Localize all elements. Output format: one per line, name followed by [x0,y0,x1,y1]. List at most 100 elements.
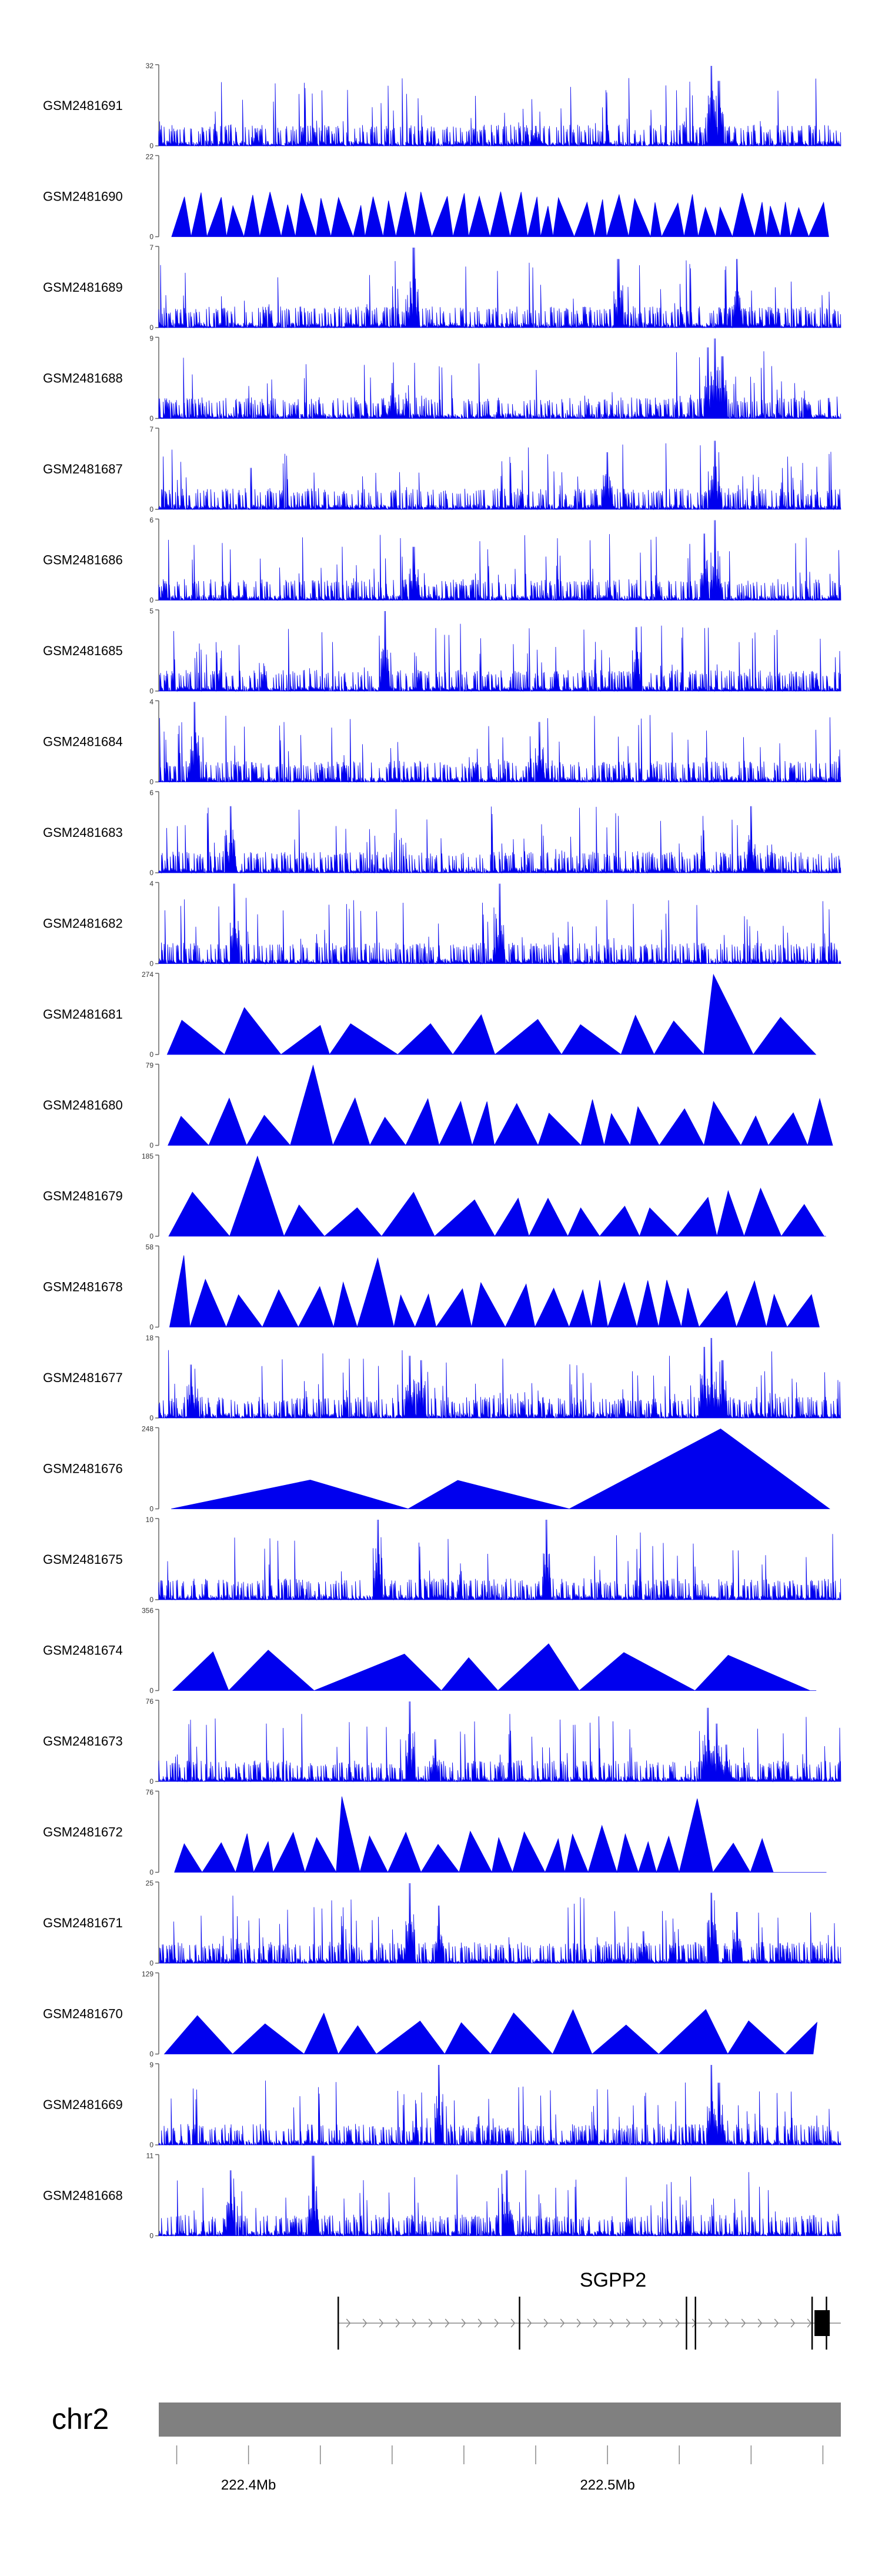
coverage-tracks: GSM2481691320GSM2481690220GSM248168970GS… [43,62,841,2240]
y-min-label: 0 [149,233,153,241]
track-GSM2481674: GSM2481674 356 0 [43,1607,817,1695]
coverage-area [158,702,841,783]
track-GSM2481680: GSM2481680 79 0 [43,1062,833,1150]
y-min-label: 0 [149,596,153,605]
track-label: GSM2481691 [43,98,123,113]
track-label: GSM2481686 [43,553,123,568]
y-min-label: 0 [149,1687,153,1695]
track-label: GSM2481676 [43,1461,123,1476]
y-max-label: 4 [149,698,153,706]
coverage-area [158,806,841,874]
y-max-label: 129 [142,1970,153,1978]
y-min-label: 0 [149,1414,153,1422]
strand-arrow [543,2318,549,2328]
strand-arrow [774,2318,779,2328]
coverage-area [158,441,841,510]
y-max-label: 274 [142,970,153,979]
y-min-label: 0 [149,1868,153,1877]
track-label: GSM2481688 [43,371,123,386]
coverage-area [158,1337,841,1419]
y-min-label: 0 [149,1959,153,1967]
coverage-area [166,973,817,1055]
track-GSM2481668: GSM2481668 11 0 [43,2152,841,2240]
gene-track: SGPP2 [338,2269,841,2350]
y-max-label: 248 [142,1425,153,1433]
track-GSM2481687: GSM2481687 7 0 [43,425,841,513]
strand-arrow [527,2318,532,2328]
strand-arrow [428,2318,433,2328]
coverage-area [158,610,841,692]
coverage-area [158,338,841,420]
track-GSM2481672: GSM2481672 76 0 [43,1788,827,1877]
y-max-label: 58 [146,1243,154,1252]
y-max-label: 4 [149,880,153,888]
y-max-label: 185 [142,1152,153,1160]
y-min-label: 0 [149,1232,153,1240]
track-label: GSM2481675 [43,1552,123,1567]
strand-arrow [445,2318,450,2328]
y-min-label: 0 [149,323,153,332]
strand-arrow [741,2318,746,2328]
strand-arrow [675,2318,680,2328]
strand-arrow [807,2318,812,2328]
y-min-label: 0 [149,960,153,968]
x-tick-label: 222.4Mb [221,2477,276,2493]
strand-arrow [412,2318,417,2328]
track-GSM2481681: GSM2481681 274 0 [43,970,817,1059]
coverage-area [168,1155,826,1237]
y-min-label: 0 [149,1505,153,1513]
strand-arrow [477,2318,483,2328]
coverage-area [163,2009,818,2055]
track-GSM2481676: GSM2481676 248 0 [43,1425,831,1513]
strand-arrow [395,2318,400,2328]
y-max-label: 5 [149,607,153,615]
x-tick-label: 222.5Mb [580,2477,634,2493]
y-min-label: 0 [149,1323,153,1332]
track-GSM2481685: GSM2481685 5 0 [43,607,841,695]
track-GSM2481686: GSM2481686 6 0 [43,516,841,605]
coverage-area [171,191,829,238]
coverage-area [158,520,841,602]
y-max-label: 9 [149,2061,153,2069]
strand-arrow [593,2318,598,2328]
y-min-label: 0 [149,2232,153,2240]
coverage-area [158,1883,841,1964]
chromosome-label: chr2 [52,2403,109,2435]
track-GSM2481670: GSM2481670 129 0 [43,1970,818,2058]
coverage-area [158,1519,841,1601]
y-min-label: 0 [149,1050,153,1059]
y-max-label: 6 [149,789,153,797]
coverage-area [158,1701,841,1783]
track-GSM2481669: GSM2481669 9 0 [43,2061,841,2149]
y-min-label: 0 [149,869,153,877]
track-label: GSM2481690 [43,189,123,204]
track-label: GSM2481685 [43,643,123,658]
track-label: GSM2481689 [43,280,123,295]
strand-arrow [609,2318,614,2328]
strand-arrow [510,2318,516,2328]
y-min-label: 0 [149,142,153,150]
y-max-label: 10 [146,1516,154,1524]
track-label: GSM2481687 [43,462,123,476]
y-max-label: 79 [146,1062,154,1070]
strand-arrow [461,2318,466,2328]
track-GSM2481683: GSM2481683 6 0 [43,789,841,877]
y-min-label: 0 [149,2141,153,2149]
track-label: GSM2481681 [43,1007,123,1022]
strand-arrow [790,2318,796,2328]
track-GSM2481682: GSM2481682 4 0 [43,880,841,968]
track-GSM2481684: GSM2481684 4 0 [43,698,841,786]
track-GSM2481690: GSM2481690 22 0 [43,153,829,241]
coverage-area [172,1643,817,1691]
track-GSM2481673: GSM2481673 76 0 [43,1697,841,1786]
gene-name-label: SGPP2 [580,2269,646,2291]
track-label: GSM2481674 [43,1643,123,1658]
strand-arrow [642,2318,647,2328]
y-max-label: 7 [149,243,153,252]
y-max-label: 7 [149,425,153,433]
y-min-label: 0 [149,2050,153,2058]
track-GSM2481679: GSM2481679 185 0 [43,1152,826,1240]
y-max-label: 22 [146,153,154,161]
track-GSM2481675: GSM2481675 10 0 [43,1516,841,1604]
track-GSM2481691: GSM2481691 32 0 [43,62,841,150]
